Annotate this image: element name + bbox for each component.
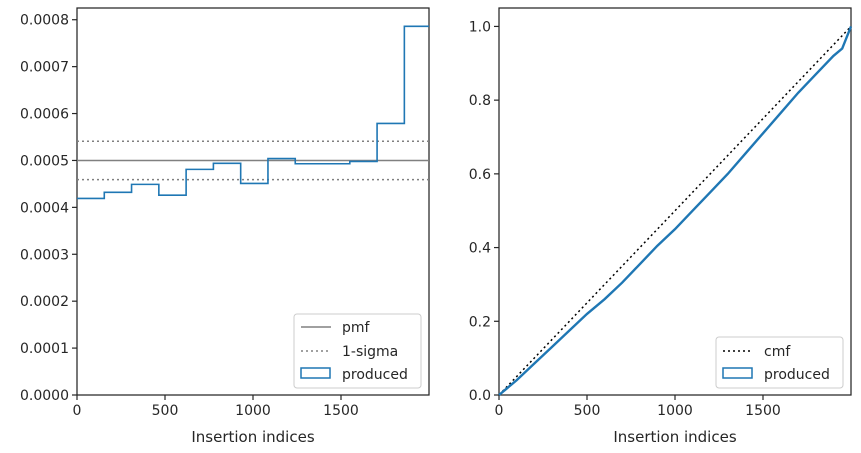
right-xtick-label: 1500 (745, 403, 781, 419)
left-ytick-label: 0.0001 (20, 341, 69, 357)
legend-1sigma-label: 1-sigma (342, 344, 398, 360)
right-ytick-label: 1.0 (469, 19, 491, 35)
right-legend: cmf produced (715, 336, 844, 389)
left-y-ticks: 0.0000 0.0001 0.0002 0.0003 0.0004 0.0005 0.00… (20, 13, 77, 404)
legend-produced-swatch (300, 367, 331, 379)
right-y-ticks: 0.0 0.2 0.4 0.6 0.8 1.0 (469, 19, 499, 404)
left-xtick-label: 1000 (235, 403, 271, 419)
right-panel: 0 500 1000 1500 0.0 0.2 0.4 0.6 0.8 1.0 Insertio… (469, 7, 853, 446)
right-legend-box (715, 336, 844, 389)
right-ytick-label: 0.8 (469, 93, 491, 109)
left-ytick-label: 0.0005 (20, 153, 69, 169)
right-x-ticks: 0 500 1000 1500 (495, 395, 781, 419)
right-xtick-label: 500 (574, 403, 601, 419)
left-ytick-label: 0.0004 (20, 200, 69, 216)
legend-produced-swatch-right (722, 367, 753, 379)
left-xlabel: Insertion indices (191, 428, 314, 446)
left-ytick-label: 0.0000 (20, 388, 69, 404)
right-ytick-label: 0.2 (469, 314, 491, 330)
left-xtick-label: 500 (152, 403, 179, 419)
left-legend-box (293, 313, 422, 389)
produced-histogram (77, 25, 429, 200)
right-ytick-label: 0.4 (469, 241, 491, 257)
left-ytick-label: 0.0006 (20, 107, 69, 123)
right-plot-lines (498, 25, 853, 396)
right-ytick-label: 0.0 (469, 388, 491, 404)
legend-produced-label-right: produced (764, 367, 830, 383)
right-xtick-label: 0 (495, 403, 504, 419)
right-xtick-label: 1000 (657, 403, 693, 419)
left-xtick-label: 0 (73, 403, 82, 419)
right-xlabel: Insertion indices (613, 428, 736, 446)
left-ytick-label: 0.0007 (20, 60, 69, 76)
left-x-ticks: 0 500 1000 1500 (73, 395, 359, 419)
legend-cmf-label: cmf (764, 344, 791, 360)
left-panel: 0 500 1000 1500 0.00000.00010.00020.00030.0… (20, 7, 430, 446)
left-ytick-label: 0.0008 (20, 13, 69, 29)
left-ytick-label: 0.0003 (20, 247, 69, 263)
left-legend: pmf 1-sigma produced (293, 313, 422, 389)
legend-produced-label: produced (342, 367, 408, 383)
left-ytick-label: 0.0002 (20, 294, 69, 310)
legend-pmf-label: pmf (342, 320, 371, 336)
left-plot-lines (77, 25, 429, 200)
left-xtick-label: 1500 (323, 403, 359, 419)
produced-cdf (498, 25, 853, 396)
right-ytick-label: 0.6 (469, 167, 491, 183)
